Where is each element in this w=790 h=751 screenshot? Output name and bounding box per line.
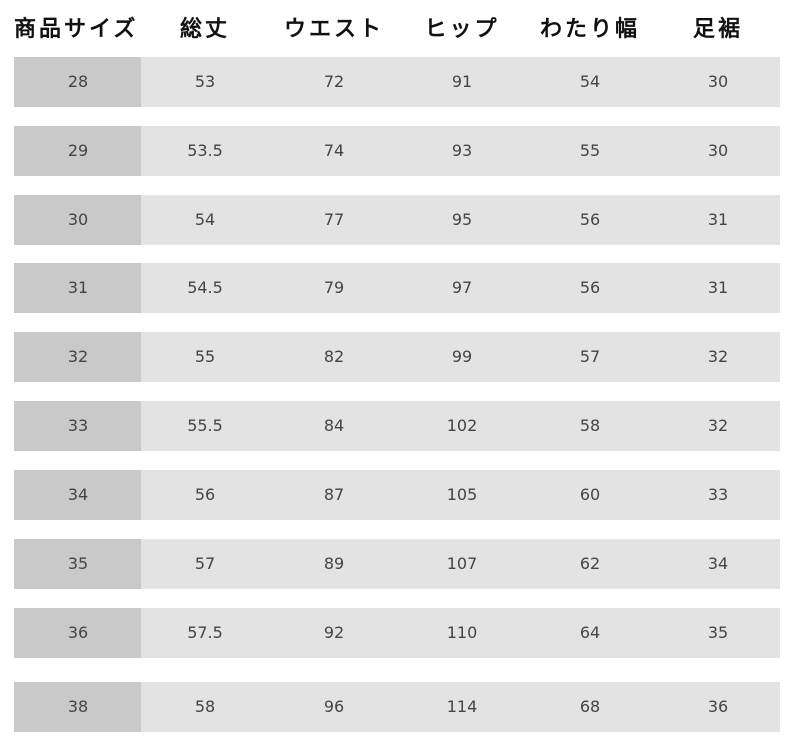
size-cell-bg: [14, 332, 141, 382]
measure-cell: 57: [194, 554, 216, 573]
measure-cell: 93: [451, 141, 473, 160]
measure-cell: 77: [323, 210, 345, 229]
size-cell-bg: [14, 57, 141, 107]
measure-cell: 105: [446, 485, 478, 504]
measure-cell: 31: [707, 210, 729, 229]
measure-cell: 56: [579, 278, 601, 297]
measure-cell: 55: [579, 141, 601, 160]
size-cell-bg: [14, 126, 141, 176]
size-cell: 38: [67, 697, 89, 716]
measure-cell: 56: [194, 485, 216, 504]
measure-cell: 57.5: [187, 623, 223, 642]
table-row: 34 56 87 105 60 33: [14, 470, 780, 520]
measure-cell: 56: [579, 210, 601, 229]
measure-cell: 91: [451, 72, 473, 91]
measure-cell: 92: [323, 623, 345, 642]
header-cell: 足裾: [692, 17, 743, 42]
measure-cell: 55.5: [187, 416, 223, 435]
measure-cell: 110: [446, 623, 478, 642]
measure-cell: 58: [579, 416, 601, 435]
size-cell: 36: [67, 623, 89, 642]
measure-cell: 95: [451, 210, 473, 229]
measure-cell: 30: [707, 141, 729, 160]
size-cell-bg: [14, 608, 141, 658]
size-cell: 31: [67, 278, 89, 297]
measure-cell: 60: [579, 485, 601, 504]
measure-cell: 114: [446, 697, 478, 716]
measure-cell: 79: [323, 278, 345, 297]
measure-cell: 72: [323, 72, 345, 91]
size-cell: 35: [67, 554, 89, 573]
measure-cell: 57: [579, 347, 601, 366]
size-cell: 32: [67, 347, 89, 366]
table-row: 32 55 82 99 57 32: [14, 332, 780, 382]
measure-cell: 87: [323, 485, 345, 504]
header-cell: ウエスト: [283, 17, 384, 42]
measure-cell: 31: [707, 278, 729, 297]
header-cell: わたり幅: [539, 17, 640, 42]
measure-cell: 33: [707, 485, 729, 504]
table-row: 31 54.5 79 97 56 31: [14, 263, 780, 313]
measure-cell: 34: [707, 554, 729, 573]
measure-cell: 89: [323, 554, 345, 573]
measure-cell: 82: [323, 347, 345, 366]
size-cell: 28: [67, 72, 89, 91]
header-cell: 商品サイズ: [14, 17, 139, 42]
measure-cell: 54: [194, 210, 216, 229]
measure-cell: 68: [579, 697, 601, 716]
measure-cell: 74: [323, 141, 345, 160]
measure-cell: 53.5: [187, 141, 223, 160]
size-cell-bg: [14, 470, 141, 520]
size-cell-bg: [14, 401, 141, 451]
size-cell: 30: [67, 210, 89, 229]
table-row: 30 54 77 95 56 31: [14, 195, 780, 245]
header-cell: 総丈: [179, 17, 230, 42]
measure-cell: 30: [707, 72, 729, 91]
measure-cell: 97: [451, 278, 473, 297]
size-cell-bg: [14, 195, 141, 245]
measure-cell: 54: [579, 72, 601, 91]
measure-cell: 96: [323, 697, 345, 716]
size-cell-bg: [14, 682, 141, 732]
header-cell: ヒップ: [424, 17, 500, 42]
size-cell-bg: [14, 539, 141, 589]
measure-cell: 54.5: [187, 278, 223, 297]
table-row: 33 55.5 84 102 58 32: [14, 401, 780, 451]
table-row: 29 53.5 74 93 55 30: [14, 126, 780, 176]
size-cell: 34: [67, 485, 89, 504]
table-row: 28 53 72 91 54 30: [14, 57, 780, 107]
measure-cell: 58: [194, 697, 216, 716]
measure-cell: 102: [446, 416, 478, 435]
measure-cell: 32: [707, 416, 729, 435]
measure-cell: 64: [579, 623, 601, 642]
measure-cell: 53: [194, 72, 216, 91]
measure-cell: 107: [446, 554, 478, 573]
measure-cell: 55: [194, 347, 216, 366]
measure-cell: 84: [323, 416, 345, 435]
table-row: 36 57.5 92 110 64 35: [14, 608, 780, 658]
table-row: 38 58 96 114 68 36: [14, 682, 780, 732]
table-row: 35 57 89 107 62 34: [14, 539, 780, 589]
measure-cell: 35: [707, 623, 729, 642]
measure-cell: 36: [707, 697, 729, 716]
size-cell: 33: [67, 416, 89, 435]
measure-cell: 62: [579, 554, 601, 573]
measure-cell: 99: [451, 347, 473, 366]
size-cell-bg: [14, 263, 141, 313]
measure-cell: 32: [707, 347, 729, 366]
size-cell: 29: [67, 141, 89, 160]
